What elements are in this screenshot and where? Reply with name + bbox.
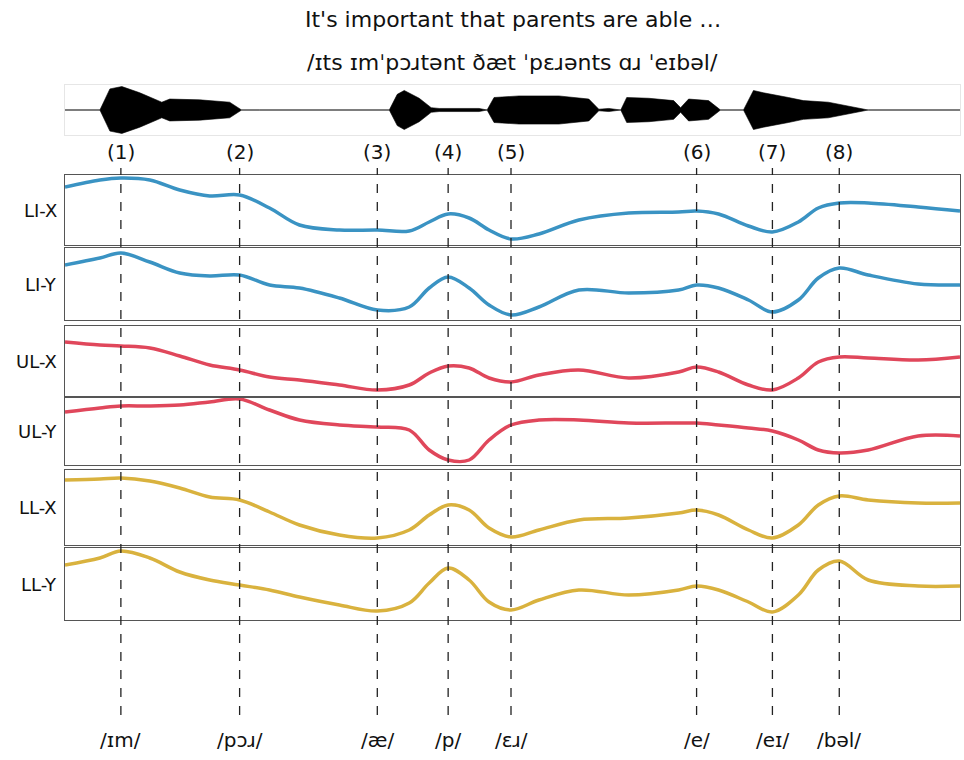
svg-text:/p/: /p/ [435,728,461,752]
svg-text:(4): (4) [434,140,462,164]
svg-text:(7): (7) [758,140,786,164]
svg-text:(5): (5) [497,140,525,164]
svg-text:/pɔɹ/: /pɔɹ/ [217,728,263,752]
svg-text:(2): (2) [226,140,254,164]
svg-text:(1): (1) [107,140,135,164]
svg-text:LL-X: LL-X [19,497,57,518]
svg-text:(3): (3) [363,140,391,164]
svg-text:(8): (8) [825,140,853,164]
svg-text:/bəl/: /bəl/ [817,728,861,752]
svg-text:/æ/: /æ/ [361,728,394,752]
svg-text:/ɪts ɪmˈpɔɹtənt ðæt ˈpɛɹənts ɑ: /ɪts ɪmˈpɔɹtənt ðæt ˈpɛɹənts ɑɹ ˈeɪbəl/ [307,50,718,75]
svg-text:/ɛɹ/: /ɛɹ/ [495,728,528,752]
svg-text:LI-Y: LI-Y [25,274,57,295]
svg-text:/ɪm/: /ɪm/ [100,728,141,752]
svg-text:/e/: /e/ [684,728,710,752]
svg-text:(6): (6) [683,140,711,164]
svg-text:UL-Y: UL-Y [18,421,57,442]
svg-text:LI-X: LI-X [24,200,57,221]
svg-text:UL-X: UL-X [16,351,57,372]
svg-text:LL-Y: LL-Y [21,574,57,595]
svg-text:It's important that parents ar: It's important that parents are able … [305,7,721,32]
svg-text:/eɪ/: /eɪ/ [756,728,789,752]
